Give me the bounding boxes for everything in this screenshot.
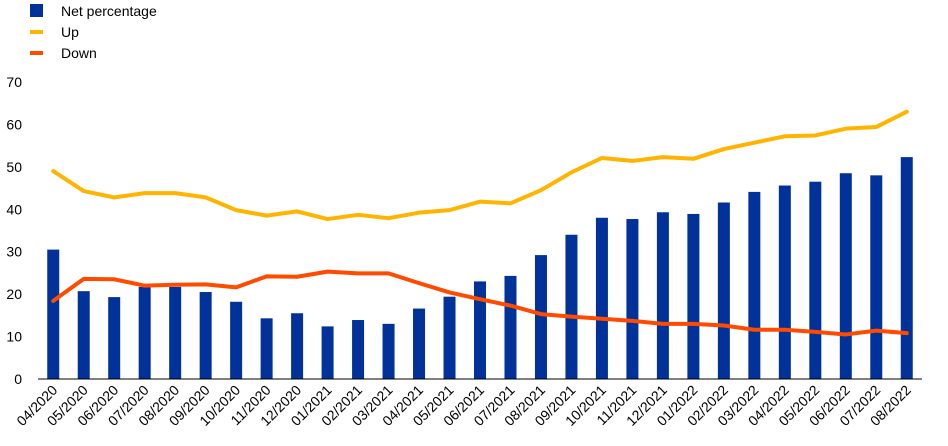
bar <box>108 297 121 379</box>
legend-swatch-net-percentage <box>30 4 43 17</box>
series-line <box>51 269 909 337</box>
y-tick-label: 0 <box>14 371 22 387</box>
bar <box>47 249 60 379</box>
bar <box>900 157 913 379</box>
bar <box>321 326 334 379</box>
y-tick-label: 10 <box>6 329 22 345</box>
bar <box>656 212 669 379</box>
y-tick-label: 50 <box>6 159 22 175</box>
bar <box>169 286 182 379</box>
bar <box>748 191 761 379</box>
bar <box>717 202 730 379</box>
bar <box>504 275 517 379</box>
bar <box>352 320 365 379</box>
legend-swatch-up <box>30 29 43 34</box>
legend-label-up: Up <box>61 23 79 40</box>
legend-label-net-percentage: Net percentage <box>61 2 157 19</box>
bar <box>839 173 852 379</box>
bar <box>809 181 822 379</box>
bar <box>626 219 639 379</box>
legend-swatch-down <box>30 50 43 55</box>
y-tick-label: 20 <box>6 286 22 302</box>
bar <box>138 286 151 379</box>
bar <box>77 291 90 379</box>
y-tick-label: 30 <box>6 244 22 260</box>
y-tick-label: 70 <box>6 74 22 90</box>
chart-legend: Net percentage Up Down <box>30 0 157 63</box>
bar <box>443 296 456 379</box>
bar <box>199 292 212 379</box>
bar <box>870 175 883 379</box>
bar <box>291 313 304 379</box>
legend-item-net-percentage: Net percentage <box>30 0 157 21</box>
y-tick-label: 40 <box>6 201 22 217</box>
bar <box>382 323 395 379</box>
bar <box>778 185 791 379</box>
bar <box>534 255 547 379</box>
bar <box>474 281 486 379</box>
series-line <box>51 109 909 222</box>
bar <box>230 301 243 379</box>
bar <box>595 217 608 379</box>
y-tick-label: 60 <box>6 116 22 132</box>
bar <box>565 234 578 379</box>
legend-item-down: Down <box>30 42 157 63</box>
bar <box>687 213 700 379</box>
bar <box>413 308 426 379</box>
legend-item-up: Up <box>30 21 157 42</box>
legend-label-down: Down <box>61 44 97 61</box>
bar <box>260 318 273 379</box>
